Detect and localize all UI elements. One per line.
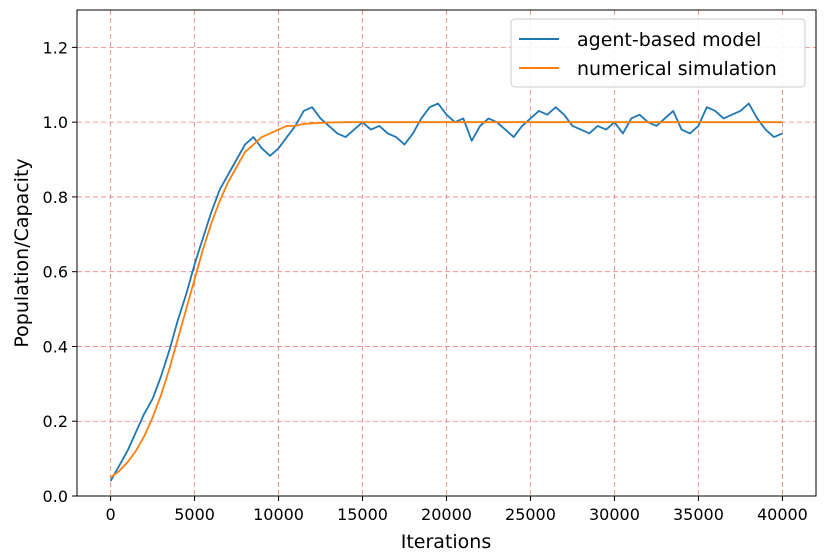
legend-box — [510, 18, 806, 88]
y-tick-label: 0.8 — [43, 188, 68, 207]
x-tick-label: 35000 — [673, 505, 724, 524]
x-tick-label: 40000 — [757, 505, 808, 524]
x-tick-label: 30000 — [589, 505, 640, 524]
y-tick-label: 0.2 — [43, 412, 68, 431]
x-tick-label: 10000 — [253, 505, 304, 524]
x-tick-label: 0 — [105, 505, 115, 524]
x-tick-label: 25000 — [505, 505, 556, 524]
y-tick-label: 1.2 — [43, 38, 68, 57]
x-tick-label: 20000 — [421, 505, 472, 524]
x-axis-label: Iterations — [401, 531, 492, 553]
series-line-agent-based-model — [109, 102, 783, 482]
legend: agent-based model numerical simulation — [510, 18, 806, 88]
x-axis-ticks: 0 5000 10000 15000 20000 25000 30000 35000 40000 — [105, 496, 808, 524]
y-tick-label: 0.0 — [43, 487, 68, 506]
x-tick-label: 5000 — [174, 505, 215, 524]
series-lines — [109, 102, 783, 482]
y-tick-label: 1.0 — [43, 113, 68, 132]
y-axis-label: Population/Capacity — [11, 158, 33, 347]
legend-label-numerical-simulation: numerical simulation — [577, 58, 777, 80]
y-axis-ticks: 0.0 0.2 0.4 0.6 0.8 1.0 1.2 — [43, 38, 77, 506]
x-tick-label: 15000 — [337, 505, 388, 524]
y-tick-label: 0.6 — [43, 263, 68, 282]
y-tick-label: 0.4 — [43, 337, 68, 356]
series-line-numerical-simulation — [110, 121, 783, 479]
legend-label-agent-based-model: agent-based model — [577, 29, 761, 51]
